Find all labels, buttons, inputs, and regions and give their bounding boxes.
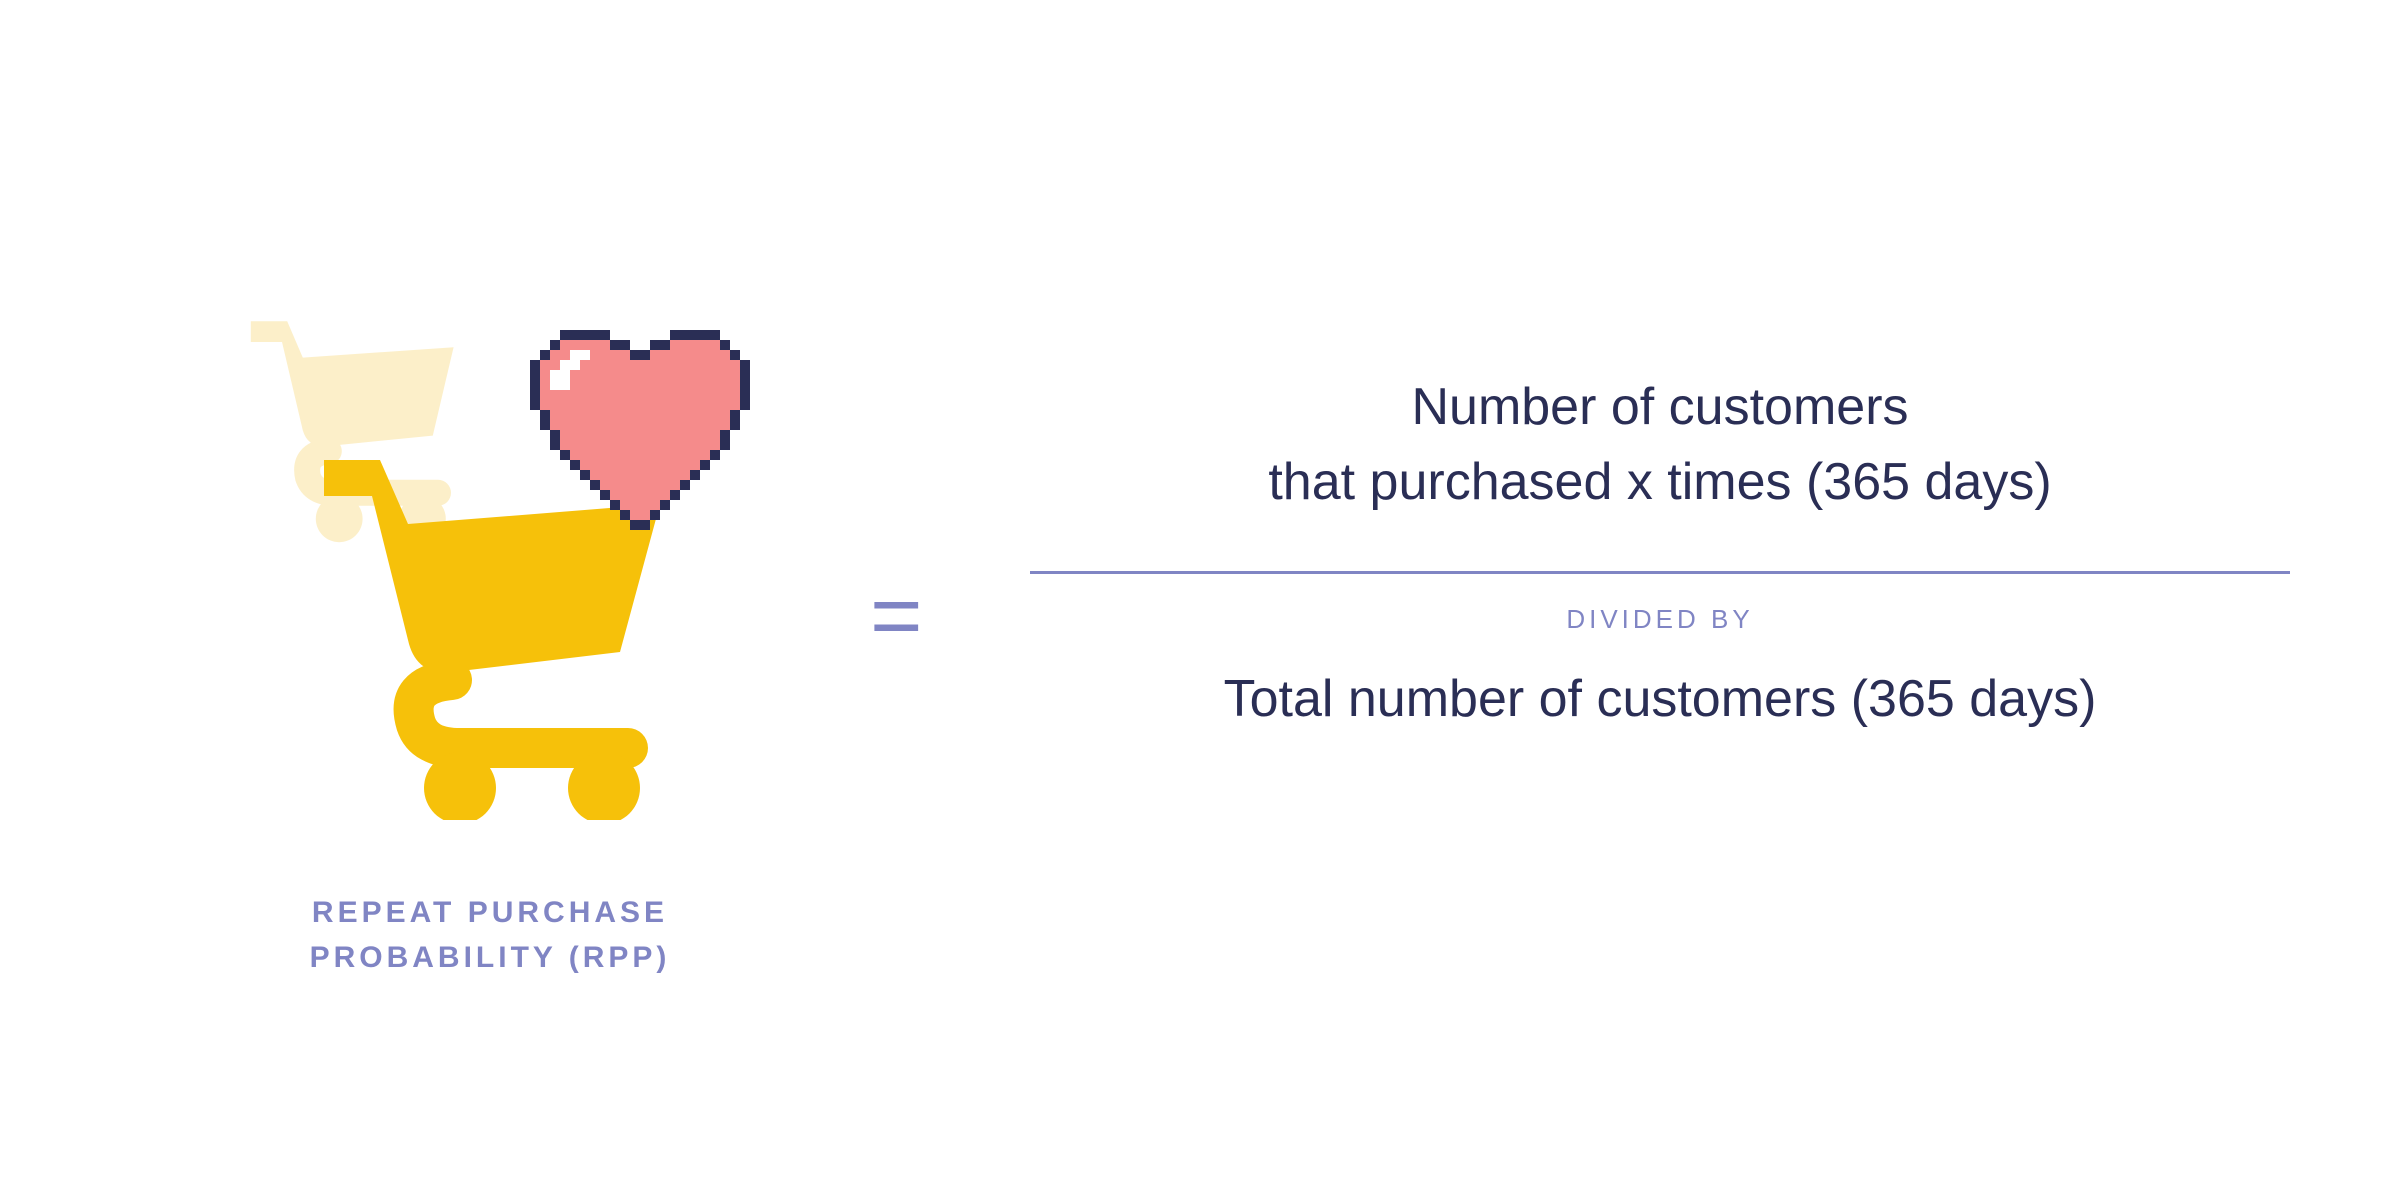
equals-sign: = bbox=[870, 565, 923, 668]
numerator: Number of customers that purchased x tim… bbox=[1030, 370, 2290, 521]
formula-fraction: Number of customers that purchased x tim… bbox=[1030, 370, 2290, 736]
icon-group bbox=[230, 290, 750, 850]
fraction-divider bbox=[1030, 571, 2290, 574]
numerator-line2: that purchased x times (365 days) bbox=[1030, 445, 2290, 520]
metric-label-line2: PROBABILITY (RPP) bbox=[230, 935, 750, 980]
denominator: Total number of customers (365 days) bbox=[1030, 663, 2290, 736]
metric-label: REPEAT PURCHASE PROBABILITY (RPP) bbox=[230, 890, 750, 980]
pixel-heart-icon bbox=[530, 320, 790, 560]
metric-label-line1: REPEAT PURCHASE bbox=[230, 890, 750, 935]
left-block: REPEAT PURCHASE PROBABILITY (RPP) bbox=[230, 290, 750, 980]
divided-by-label: DIVIDED BY bbox=[1030, 604, 2290, 635]
formula-diagram: REPEAT PURCHASE PROBABILITY (RPP) = Numb… bbox=[0, 0, 2400, 1200]
numerator-line1: Number of customers bbox=[1030, 370, 2290, 445]
